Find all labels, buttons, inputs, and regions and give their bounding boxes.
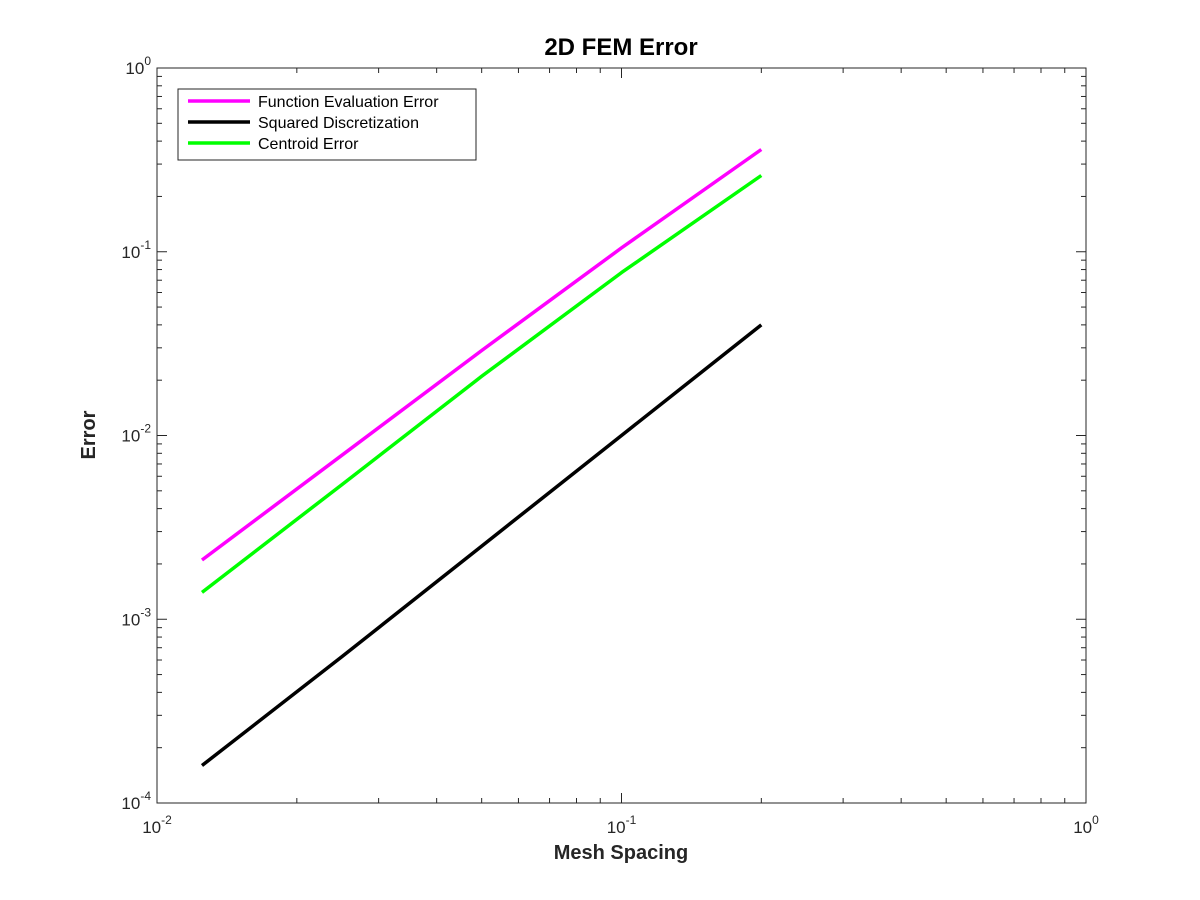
legend-label: Squared Discretization	[258, 115, 419, 132]
legend: Function Evaluation Error Squared Discret…	[177, 88, 477, 161]
series-line-2	[200, 323, 763, 767]
plot-box	[156, 67, 1087, 804]
y-tick-label: 10-1	[121, 238, 151, 262]
series-layer	[200, 148, 763, 767]
x-tick-label: 10-1	[607, 813, 637, 837]
y-tick-label: 100	[125, 54, 151, 78]
y-tick-label: 10-3	[121, 605, 151, 629]
x-tick-label: 10-2	[142, 813, 172, 837]
y-tick-labels: 10-4 10-3 10-2 10-1 100	[121, 54, 151, 813]
x-axis-label: Mesh Spacing	[554, 842, 688, 864]
chart-title: 2D FEM Error	[544, 34, 697, 61]
y-tick-label: 10-2	[121, 422, 151, 446]
x-tick-labels: 10-2 10-1 100	[142, 813, 1099, 837]
series-line-3	[200, 174, 763, 594]
axis-ticks	[156, 68, 1086, 804]
series-line-1	[200, 148, 763, 562]
legend-label: Centroid Error	[258, 136, 359, 153]
y-tick-label: 10-4	[121, 789, 151, 813]
x-tick-label: 100	[1073, 813, 1099, 837]
legend-label: Function Evaluation Error	[258, 94, 439, 111]
y-axis-label: Error	[78, 410, 100, 459]
